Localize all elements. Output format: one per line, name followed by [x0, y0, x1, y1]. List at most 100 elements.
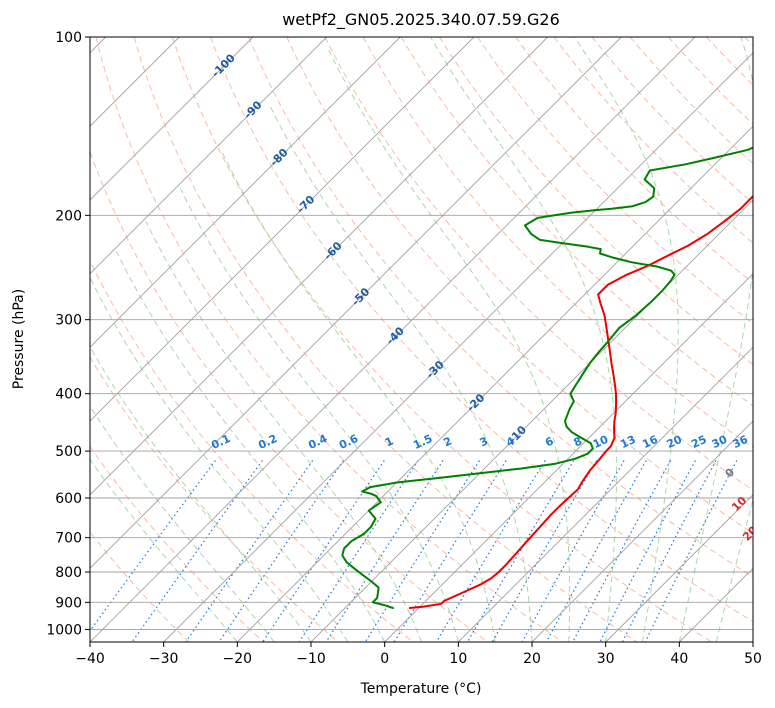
dry-adiabat-line: [438, 37, 753, 366]
moist-adiabat-line: [115, 251, 386, 642]
y-tick-label: 1000: [46, 622, 82, 638]
mixing-ratio-label: 1: [383, 434, 395, 449]
moist-adiabat-labels: 0 10 20 30 40: [723, 465, 775, 604]
dry-adiabat-line: [591, 37, 753, 204]
mixing-ratio-line: [298, 460, 419, 642]
temperature-profile-line: [408, 194, 753, 609]
isotherm-line: [384, 273, 753, 642]
mixing-ratio-line: [572, 460, 672, 642]
dry-adiabat-line: [90, 445, 264, 642]
isotherm-line: [752, 641, 753, 642]
x-axis-ticks: −40 −30 −20 −10 0 10 20 30 40 50: [75, 642, 762, 667]
moist-adiabat-line: [268, 104, 533, 642]
isotherm-label: -90: [241, 98, 264, 121]
dry-adiabat-line: [248, 37, 753, 578]
dry-adiabat-line: [668, 37, 753, 125]
mixing-ratio-line: [621, 460, 717, 642]
x-tick-label: 40: [670, 651, 688, 667]
mixing-ratio-label: 3: [478, 434, 490, 449]
mixing-ratio-line: [262, 460, 385, 642]
mixing-ratio-label: 1.5: [411, 432, 434, 452]
isotherm-line: [605, 494, 753, 642]
dry-adiabat-line: [90, 150, 488, 642]
mixing-ratio-label: 20: [665, 433, 685, 451]
isotherm-line: [310, 199, 753, 642]
moist-adiabat-line: [574, 37, 679, 642]
mixing-ratio-label: 0.4: [306, 432, 329, 452]
mixing-ratio-line: [545, 460, 647, 642]
dewpoint-profile-line: [341, 146, 753, 609]
dry-adiabat-line: [553, 37, 753, 244]
moist-adiabat-line: [90, 345, 312, 642]
x-tick-label: 30: [597, 651, 615, 667]
mixing-ratio-line: [599, 460, 696, 642]
x-tick-label: −10: [296, 651, 326, 667]
dry-adiabat-line: [324, 37, 753, 491]
moist-adiabat-line: [90, 458, 238, 642]
isotherm-lines: [90, 37, 753, 642]
moist-adiabat-line: [430, 37, 617, 642]
mixing-ratio-label: 16: [640, 433, 660, 451]
isotherm-line: [90, 37, 328, 275]
mixing-ratio-label: 25: [689, 433, 708, 451]
isotherm-line: [236, 125, 753, 642]
x-tick-label: 50: [744, 651, 762, 667]
isotherm-label: -60: [321, 239, 344, 262]
dry-adiabat-line: [95, 37, 563, 642]
mixing-ratio-line: [364, 460, 480, 642]
isotherm-line: [90, 37, 475, 422]
pressure-gridlines: [90, 37, 753, 630]
dry-adiabat-line: [90, 531, 190, 642]
isotherm-line: [90, 37, 254, 201]
mixing-ratio-label: 0.1: [209, 432, 232, 452]
y-tick-label: 900: [55, 595, 82, 611]
dry-adiabat-line: [400, 37, 753, 407]
x-tick-label: 0: [380, 651, 389, 667]
x-tick-label: −30: [149, 651, 179, 667]
y-axis-ticks: 1000 900 800 700 600 500 400 300 200 100: [46, 30, 90, 638]
x-axis-title: Temperature (°C): [360, 681, 482, 697]
moist-adiabat-line: [678, 37, 753, 642]
isotherm-line: [531, 420, 753, 642]
mixing-ratio-line: [218, 460, 344, 642]
dry-adiabat-line: [90, 356, 339, 642]
y-tick-label: 600: [55, 491, 82, 507]
y-tick-label: 200: [55, 208, 82, 224]
mixing-ratio-label: 30: [710, 433, 730, 451]
dry-adiabat-line: [90, 259, 414, 642]
isotherm-label: -70: [294, 193, 317, 216]
moist-adiabat-line: [145, 221, 422, 642]
mixing-ratio-line: [131, 460, 263, 642]
isotherm-line: [90, 37, 549, 496]
mixing-ratio-line: [393, 460, 507, 642]
dry-adiabat-line: [133, 37, 638, 642]
isotherm-label: -40: [384, 324, 407, 347]
isotherm-line: [90, 37, 401, 348]
mixing-ratio-label: 13: [618, 433, 637, 451]
isotherm-labels: -100-90-80-70-60-50-40-30-20-10: [209, 51, 529, 446]
mixing-ratio-line: [325, 460, 444, 642]
mixing-ratio-line: [90, 460, 216, 632]
mixing-ratio-line: [185, 460, 314, 642]
mixing-ratio-line: [644, 460, 738, 642]
x-tick-label: 20: [523, 651, 541, 667]
x-tick-label: −40: [75, 651, 105, 667]
x-tick-label: 10: [449, 651, 467, 667]
mixing-ratio-label: 10: [591, 433, 611, 451]
mixing-ratio-label: 36: [731, 433, 751, 451]
moist-adiabat-line: [90, 405, 275, 642]
isotherm-label: -30: [424, 358, 447, 381]
plot-frame: [89, 36, 754, 643]
y-tick-label: 700: [55, 531, 82, 547]
y-tick-label: 400: [55, 387, 82, 403]
moist-adiabat-line: [715, 498, 753, 642]
moist-adiabat-label: 40: [767, 584, 775, 604]
x-tick-label: −20: [223, 651, 253, 667]
isotherm-line: [90, 37, 622, 569]
isotherm-line: [457, 346, 753, 642]
dry-adiabat-line: [744, 37, 753, 47]
y-tick-label: 100: [55, 30, 82, 46]
dry-adiabat-line: [286, 37, 753, 534]
isotherm-label: -100: [209, 51, 238, 80]
